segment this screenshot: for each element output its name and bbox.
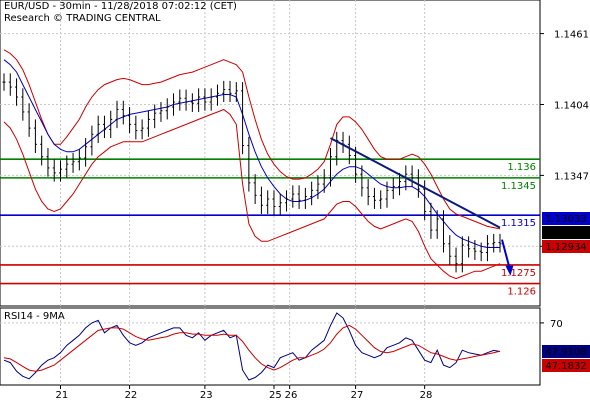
x-axis: 21 22 23 25 26 27 28 (56, 385, 433, 400)
rsi-title: RSI14 - 9MA (4, 311, 65, 322)
x-tick-label: 22 (125, 390, 138, 400)
rsi-ma-line (3, 324, 501, 372)
price-tag (542, 226, 590, 239)
chart-header-source: Research © TRADING CENTRAL (4, 13, 161, 24)
rsi-value-tag (542, 359, 590, 372)
bollinger-upper-line (3, 49, 501, 230)
rsi-grid (0, 308, 540, 385)
rsi-y-label: 70 (550, 319, 563, 330)
trendline (330, 137, 501, 229)
forecast-arrow-head (505, 265, 514, 276)
x-tick-label: 28 (420, 390, 433, 400)
rsi-y-axis: 70 (540, 319, 563, 330)
rsi-value-tag-label: 47.9108 (545, 347, 586, 358)
level-label: 1.1345 (501, 181, 536, 192)
x-tick-label: 25 (269, 390, 282, 400)
price-panel: 1.136 1.1345 1.1315 1.1275 1.126 1.1461 1.140… (0, 0, 590, 307)
level-label: 1.1315 (501, 218, 536, 229)
rsi-value-tags: 47.9108 47.1832 (542, 345, 590, 372)
rsi-line (3, 312, 501, 381)
price-y-label: 1.1347 (554, 171, 589, 182)
bollinger-lower-line (3, 108, 501, 280)
price-tag-label: 1.12948 (545, 228, 586, 239)
price-series-group (3, 49, 501, 280)
rsi-value-tag-label: 47.1832 (545, 361, 586, 372)
price-tag (542, 240, 590, 253)
price-tag-label: 1.13033 (545, 214, 586, 225)
x-tick-label: 26 (285, 390, 298, 400)
price-y-label: 1.1404 (554, 100, 589, 111)
x-tick-label: 27 (351, 390, 364, 400)
rsi-panel-frame (0, 307, 541, 386)
chart-header-symbol: EUR/USD - 30min - 11/28/2018 07:02:12 (C… (4, 1, 237, 12)
price-panel-frame (0, 0, 541, 307)
price-tag (542, 212, 590, 225)
price-tag-label: 1.12934 (545, 242, 586, 253)
moving-average-line (3, 59, 500, 248)
rsi-series-group (3, 312, 501, 381)
level-label: 1.1275 (501, 268, 536, 279)
trendline-group (330, 137, 514, 276)
forecast-arrow-shaft (501, 239, 511, 268)
price-tags: 1.13033 1.12948 1.12934 (542, 212, 590, 253)
price-grid (0, 0, 540, 306)
price-bars (2, 73, 502, 273)
price-y-label: 1.1461 (554, 30, 589, 41)
rsi-panel: 70 47.9108 47.1832 RSI14 - 9MA (0, 307, 590, 386)
level-label: 1.126 (507, 287, 536, 298)
level-label: 1.136 (507, 162, 536, 173)
x-tick-label: 21 (56, 390, 69, 400)
x-tick-label: 23 (200, 390, 213, 400)
rsi-value-tag (542, 345, 590, 358)
